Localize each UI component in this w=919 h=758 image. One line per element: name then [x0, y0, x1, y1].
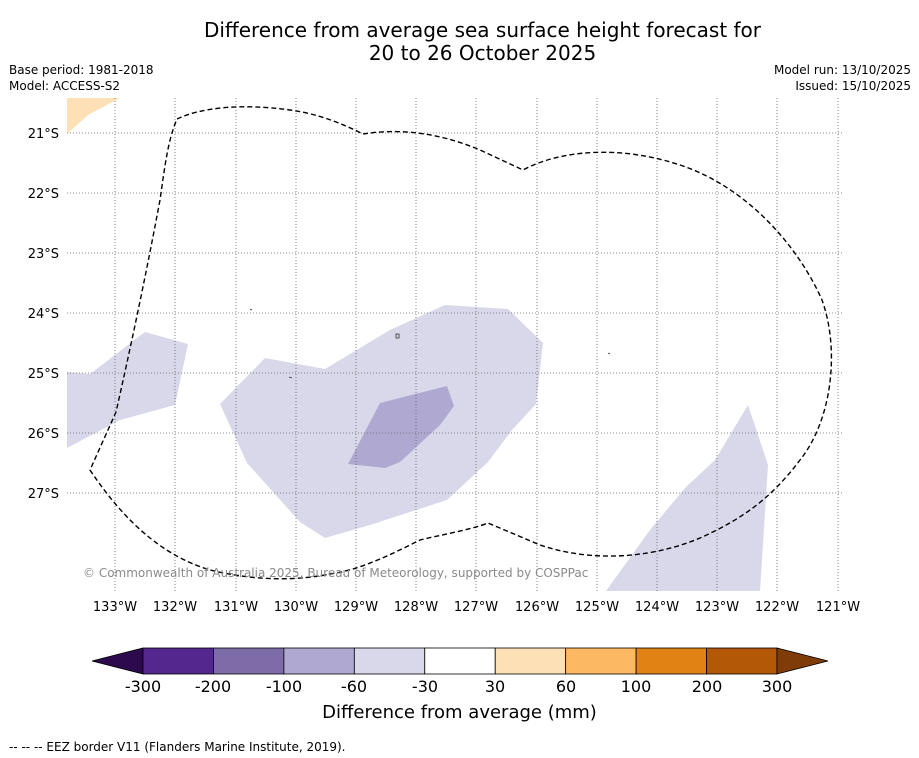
- colorbar-title: Difference from average (mm): [322, 702, 597, 723]
- cb-tick: 60: [555, 677, 577, 696]
- title-line-2: 20 to 26 October 2025: [368, 41, 597, 65]
- colorbar-bin: [424, 647, 496, 675]
- colorbar-bin: [706, 647, 778, 675]
- eez-footnote: -- -- -- EEZ border V11 (Flanders Marine…: [9, 740, 346, 754]
- negative-anomaly-region-east: [606, 405, 768, 591]
- contour-speck: [288, 376, 293, 379]
- gridlines: [67, 98, 843, 591]
- lat-label: 23°S: [28, 247, 59, 262]
- lon-label: 125°W: [575, 600, 619, 615]
- contour-speck: [249, 308, 253, 311]
- colorbar-bin: [353, 647, 426, 675]
- cb-tick: -30: [411, 677, 439, 696]
- cb-tick: 30: [484, 677, 506, 696]
- cb-tick: -100: [265, 677, 303, 696]
- lon-label: 129°W: [334, 600, 378, 615]
- colorbar-over-triangle: [776, 647, 829, 675]
- lat-label: 24°S: [28, 307, 59, 322]
- colorbar-bins: [142, 647, 778, 675]
- lat-label: 22°S: [28, 187, 59, 202]
- lon-label: 133°W: [93, 600, 137, 615]
- cb-tick: -200: [194, 677, 232, 696]
- cb-tick: -300: [124, 677, 162, 696]
- issued-date: Issued: 15/10/2025: [795, 79, 911, 93]
- colorbar-bin: [565, 647, 637, 675]
- lon-label: 131°W: [214, 600, 258, 615]
- lat-label: 21°S: [28, 127, 59, 142]
- lat-label: 26°S: [28, 427, 59, 442]
- latitude-labels: 21°S 22°S 23°S 24°S 25°S 26°S 27°S: [28, 127, 59, 502]
- lon-label: 132°W: [153, 600, 197, 615]
- cb-tick: -60: [340, 677, 368, 696]
- lon-label: 127°W: [454, 600, 498, 615]
- eez-border: [89, 106, 833, 580]
- lat-label: 25°S: [28, 367, 59, 382]
- map-title: Difference from average sea surface heig…: [0, 19, 919, 65]
- moderate-negative-anomaly-region: [348, 386, 454, 468]
- anomaly-fill: [67, 98, 768, 591]
- negative-anomaly-region-west: [67, 332, 188, 448]
- cb-tick: 300: [761, 677, 793, 696]
- colorbar-bin: [494, 647, 567, 675]
- lon-label: 126°W: [515, 600, 559, 615]
- contour-speck: [607, 352, 611, 355]
- cb-tick: 100: [620, 677, 652, 696]
- lon-label: 122°W: [755, 600, 799, 615]
- lat-label: 27°S: [28, 487, 59, 502]
- model-name: Model: ACCESS-S2: [9, 79, 121, 93]
- colorbar-under-triangle: [91, 647, 144, 675]
- colorbar: [91, 647, 829, 675]
- contour-speck: [395, 333, 400, 339]
- cb-tick: 200: [691, 677, 723, 696]
- colorbar-bin: [213, 647, 285, 675]
- copyright-watermark: © Commonwealth of Australia 2025, Bureau…: [83, 566, 588, 580]
- colorbar-bin: [283, 647, 355, 675]
- lon-label: 124°W: [635, 600, 679, 615]
- positive-anomaly-region: [67, 98, 120, 134]
- colorbar-bin: [635, 647, 707, 675]
- colorbar-bin: [142, 647, 214, 675]
- lon-label: 121°W: [816, 600, 860, 615]
- base-period: Base period: 1981-2018: [9, 63, 154, 77]
- lon-label: 130°W: [274, 600, 318, 615]
- meta-right: Model run: 13/10/2025 Issued: 15/10/2025: [774, 62, 911, 94]
- lon-label: 123°W: [695, 600, 739, 615]
- meta-left: Base period: 1981-2018 Model: ACCESS-S2: [9, 62, 154, 94]
- lon-label: 128°W: [394, 600, 438, 615]
- title-line-1: Difference from average sea surface heig…: [203, 18, 762, 42]
- longitude-labels: 133°W 132°W 131°W 130°W 129°W 128°W 127°…: [93, 600, 860, 615]
- model-run: Model run: 13/10/2025: [773, 63, 911, 77]
